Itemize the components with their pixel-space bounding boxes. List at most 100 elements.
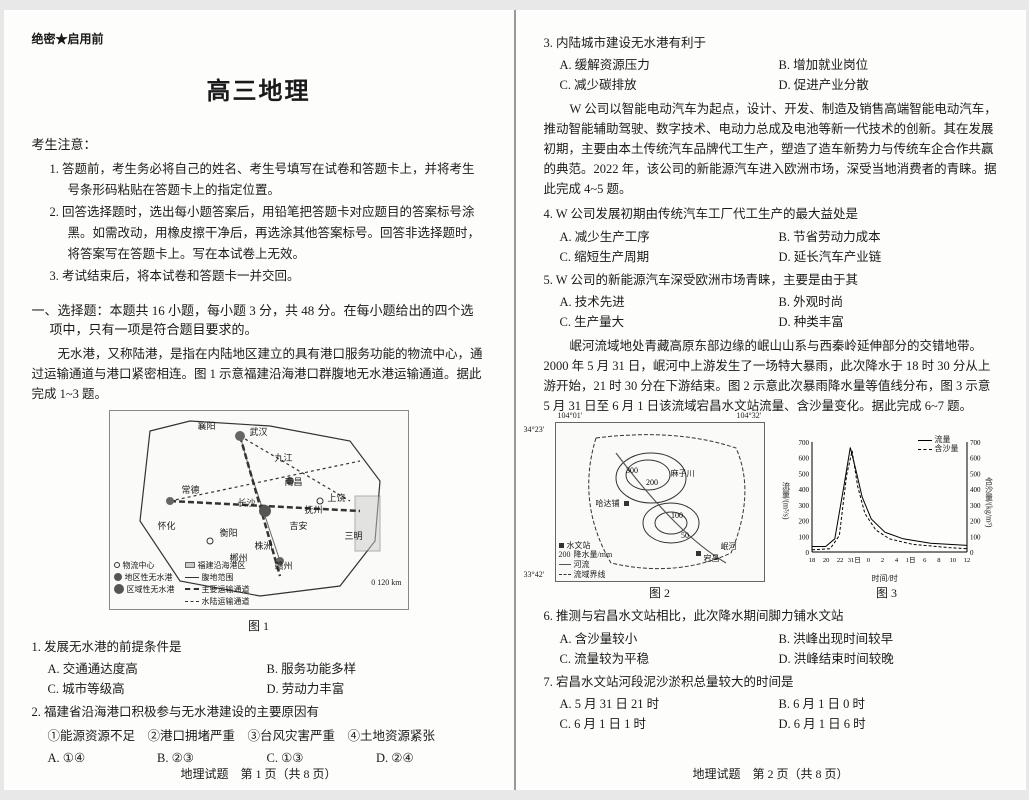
x-label: 时间/时: [872, 573, 898, 584]
figure-1-map: 襄阳 武汉 九江 南昌 上饶 抚州 吉安 赣州 长沙 常德 衡阳 怀化 郴州 株…: [109, 410, 409, 610]
svg-text:1日: 1日: [905, 556, 915, 564]
option: A. 含沙量较小: [560, 629, 779, 649]
svg-text:0: 0: [805, 549, 809, 557]
option: D. 洪峰结束时间较晚: [779, 649, 998, 669]
coord-label: 104°32′: [737, 411, 762, 420]
notice-item: 3. 考试结束后，将本试卷和答题卡一并交回。: [50, 266, 486, 287]
place-label: 岷河: [721, 541, 737, 552]
legend-val: 200: [559, 550, 571, 560]
map-legend: 物流中心 福建沿海港区 地区性无水港 腹地范围 区域性无水港 主要运输通道 水陆…: [114, 560, 250, 607]
svg-text:100: 100: [671, 511, 683, 520]
svg-text:4: 4: [894, 557, 898, 564]
svg-text:100: 100: [798, 533, 809, 541]
svg-text:600: 600: [798, 455, 809, 463]
legend-label: 降水量/mm: [574, 550, 613, 560]
city-label: 襄阳: [198, 419, 216, 432]
option: B. 外观时尚: [779, 292, 998, 312]
svg-text:300: 300: [798, 502, 809, 510]
question-5: 5. W 公司的新能源汽车深受欧洲市场青睐，主要是由于其: [544, 271, 998, 290]
city-label: 衡阳: [220, 526, 238, 539]
svg-text:500: 500: [970, 471, 981, 479]
passage-1: 无水港，又称陆港，是指在内陆地区建立的具有港口服务功能的物流中心，通过运输通道与…: [32, 344, 486, 404]
y-right-label: 含沙量/(kg/m³): [984, 477, 995, 527]
figure-3-chart: 0100200300400500600700010020030040050060…: [787, 432, 987, 582]
option: B. 增加就业岗位: [779, 55, 998, 75]
city-label: 长沙: [238, 496, 256, 509]
figure-2-wrap: 104°01′ 104°32′ 34°23′ 33°42′ 300: [555, 422, 765, 601]
page-2-footer: 地理试题 第 2 页（共 8 页）: [516, 765, 1026, 782]
option: A. 交通通达度高: [48, 659, 267, 679]
city-label: 九江: [275, 451, 293, 464]
svg-text:10: 10: [949, 557, 956, 564]
legend-label: 腹地范围: [202, 572, 234, 583]
option: C. 生产量大: [560, 312, 779, 332]
classification-tag: 绝密★启用前: [32, 30, 486, 47]
svg-text:6: 6: [923, 557, 927, 564]
option: D. 劳动力丰富: [267, 679, 486, 699]
section-1-head: 一、选择题：本题共 16 小题，每小题 3 分，共 48 分。在每小题给出的四个…: [32, 301, 486, 340]
fig3-legend: 流量 含沙量: [918, 436, 959, 454]
place-label: 宕昌: [704, 553, 720, 564]
svg-text:200: 200: [646, 478, 658, 487]
legend-label: 流域界线: [574, 570, 606, 580]
fig3-svg: 0100200300400500600700010020030040050060…: [787, 432, 987, 582]
figure-1-box: 襄阳 武汉 九江 南昌 上饶 抚州 吉安 赣州 长沙 常德 衡阳 怀化 郴州 株…: [32, 410, 486, 634]
svg-text:300: 300: [970, 502, 981, 510]
legend-label: 河流: [574, 560, 590, 570]
city-label: 抚州: [305, 503, 323, 516]
notice-list: 1. 答题前，考生务必将自己的姓名、考生号填写在试卷和答题卡上，并将考生号条形码…: [50, 159, 486, 287]
series-label: 含沙量: [935, 445, 959, 454]
figure-3-caption: 图 3: [787, 584, 987, 601]
option: C. 减少碳排放: [560, 75, 779, 95]
legend-label: 地区性无水港: [125, 572, 173, 583]
svg-text:600: 600: [970, 455, 981, 463]
svg-text:50: 50: [681, 531, 689, 540]
place-label: 哈达铺: [596, 498, 620, 509]
q5-options: A. 技术先进 B. 外观时尚 C. 生产量大 D. 种类丰富: [560, 292, 998, 332]
city-label: 南昌: [285, 475, 303, 488]
option: C. 城市等级高: [48, 679, 267, 699]
question-2-sub: ①能源资源不足 ②港口拥堵严重 ③台风灾害严重 ④土地资源紧张: [48, 727, 486, 746]
legend-label: 福建沿海港区: [198, 560, 246, 571]
svg-text:500: 500: [798, 471, 809, 479]
figure-1-caption: 图 1: [32, 617, 486, 634]
q4-options: A. 减少生产工序 B. 节省劳动力成本 C. 缩短生产周期 D. 延长汽车产业…: [560, 227, 998, 267]
option: D. 种类丰富: [779, 312, 998, 332]
svg-text:0: 0: [866, 557, 869, 564]
option: C. 6 月 1 日 1 时: [560, 714, 779, 734]
page-1-footer: 地理试题 第 1 页（共 8 页）: [4, 765, 514, 782]
question-3: 3. 内陆城市建设无水港有利于: [544, 34, 998, 53]
figure-pair: 104°01′ 104°32′ 34°23′ 33°42′ 300: [544, 422, 998, 601]
figure-3-wrap: 0100200300400500600700010020030040050060…: [787, 432, 987, 601]
option: B. 6 月 1 日 0 时: [779, 694, 998, 714]
coord-label: 34°23′: [524, 425, 545, 434]
svg-text:200: 200: [798, 518, 809, 526]
city-label: 三明: [345, 529, 363, 542]
q3-options: A. 缓解资源压力 B. 增加就业岗位 C. 减少碳排放 D. 促进产业分散: [560, 55, 998, 95]
passage-river: 岷河流域地处青藏高原东部边缘的岷山山系与西秦岭延伸部分的交错地带。2000 年 …: [544, 336, 998, 416]
legend-label: 区域性无水港: [127, 584, 175, 595]
option: D. 6 月 1 日 6 时: [779, 714, 998, 734]
svg-text:22: 22: [836, 557, 843, 564]
city-label: 怀化: [158, 519, 176, 532]
legend-label: 物流中心: [123, 560, 155, 571]
page-2: 3. 内陆城市建设无水港有利于 A. 缓解资源压力 B. 增加就业岗位 C. 减…: [516, 10, 1026, 790]
city-label: 株洲: [255, 539, 273, 552]
option: D. 促进产业分散: [779, 75, 998, 95]
question-6: 6. 推测与宕昌水文站相比，此次降水期间脚力铺水文站: [544, 607, 998, 626]
svg-text:300: 300: [626, 466, 638, 475]
svg-text:100: 100: [970, 533, 981, 541]
fig2-legend: 水文站 200降水量/mm 河流 流域界线: [559, 541, 613, 579]
coord-label: 104°01′: [558, 411, 583, 420]
legend-label: 主要运输通道: [202, 584, 250, 595]
city-label: 常德: [182, 483, 200, 496]
svg-text:18: 18: [808, 557, 815, 564]
question-1: 1. 发展无水港的前提条件是: [32, 638, 486, 657]
city-label: 赣州: [275, 559, 293, 572]
scale-bar: 0 120 km: [371, 578, 401, 587]
option: B. 节省劳动力成本: [779, 227, 998, 247]
figure-2-caption: 图 2: [555, 584, 765, 601]
svg-text:400: 400: [970, 486, 981, 494]
option: C. 缩短生产周期: [560, 247, 779, 267]
option: A. 缓解资源压力: [560, 55, 779, 75]
